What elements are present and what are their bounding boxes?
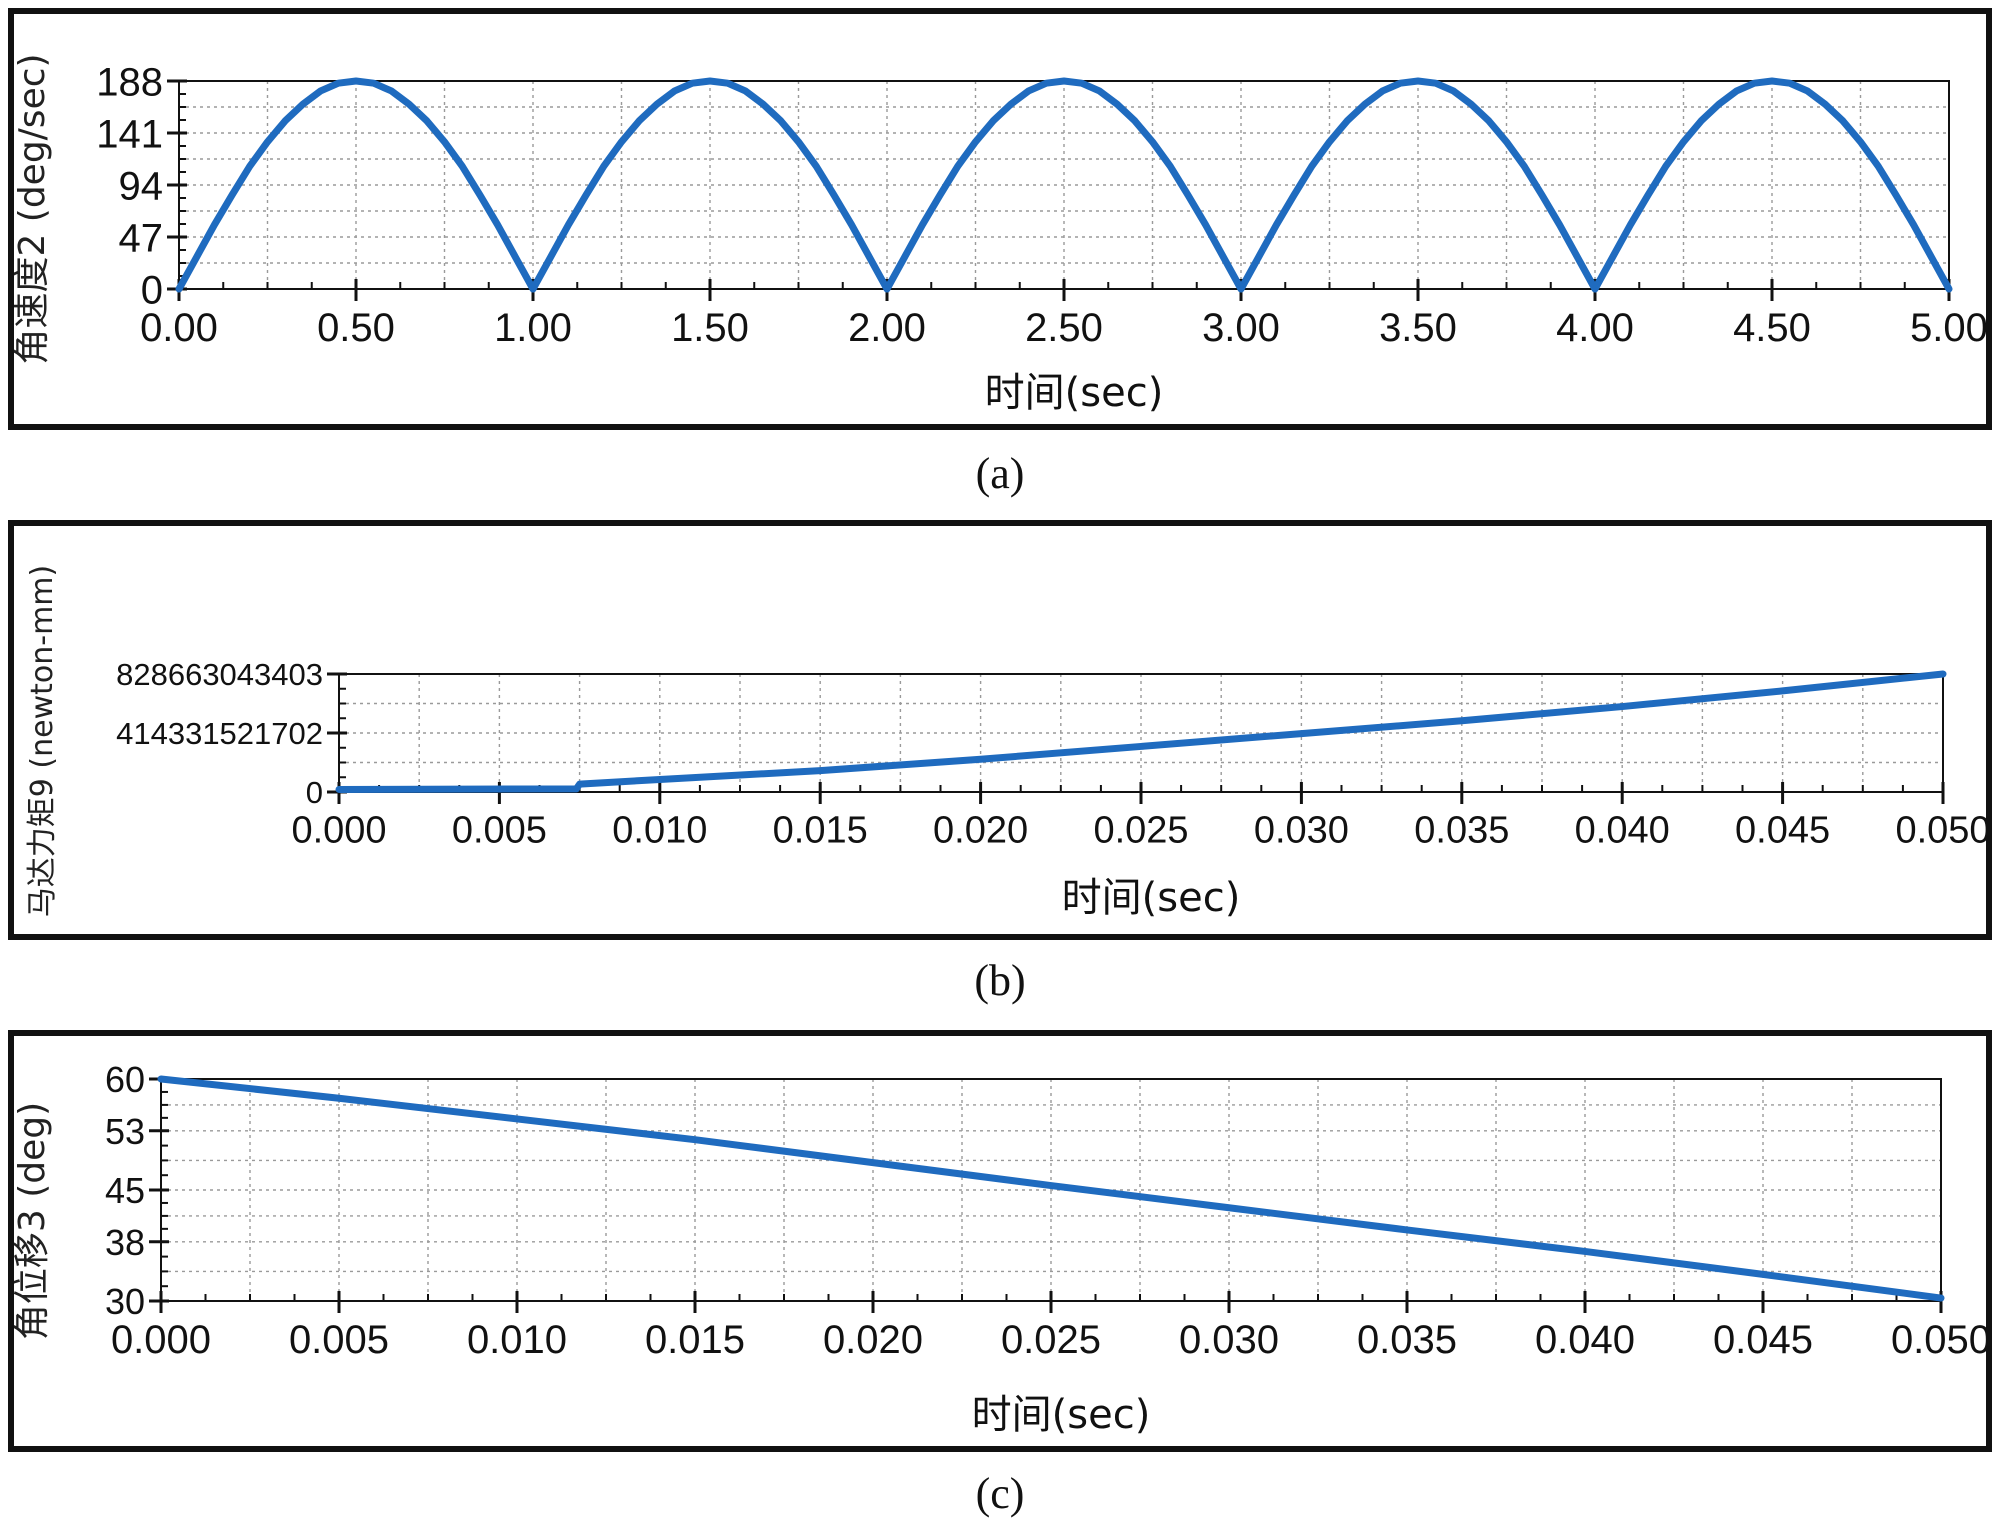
x-tick-label: 0.00 bbox=[140, 306, 218, 350]
chart-svg-b: 0.000 0.005 0.010 0.015 0.020 0.025 0.030 0.035… bbox=[25, 565, 1986, 921]
x-axis: 0.000 0.005 0.010 0.015 0.020 0.025 0.030 0.035… bbox=[111, 1291, 1986, 1362]
caption-b: (b) bbox=[974, 956, 1026, 1005]
y-tick-label: 30 bbox=[105, 1281, 145, 1322]
x-tick-label: 2.50 bbox=[1025, 306, 1103, 350]
x-tick-label: 0.020 bbox=[823, 1318, 923, 1362]
x-tick-label: 0.010 bbox=[612, 809, 707, 851]
x-tick-label: 0.040 bbox=[1575, 809, 1670, 851]
x-tick-label: 0.005 bbox=[289, 1318, 389, 1362]
x-tick-label: 0.000 bbox=[111, 1318, 211, 1362]
y-tick-label: 60 bbox=[105, 1059, 145, 1100]
x-axis: 0.000 0.005 0.010 0.015 0.020 0.025 0.030 0.035… bbox=[291, 782, 1986, 851]
x-tick-label: 0.045 bbox=[1735, 809, 1830, 851]
grid bbox=[161, 1079, 1941, 1301]
y-axis-label: 马达力矩9 (newton-mm) bbox=[25, 565, 60, 917]
caption-a: (a) bbox=[975, 449, 1025, 498]
y-tick-label: 141 bbox=[96, 112, 163, 156]
x-tick-label: 0.030 bbox=[1254, 809, 1349, 851]
x-tick-label: 0.020 bbox=[933, 809, 1028, 851]
y-axis: 0 414331521702 828663043403 bbox=[116, 657, 347, 810]
y-axis-label: 角位移3 (deg) bbox=[14, 1102, 53, 1340]
x-tick-label: 4.00 bbox=[1556, 306, 1634, 350]
x-tick-label: 0.035 bbox=[1357, 1318, 1457, 1362]
series-line bbox=[157, 1075, 1945, 1302]
x-tick-label: 1.50 bbox=[671, 306, 749, 350]
x-tick-label: 0.030 bbox=[1179, 1318, 1279, 1362]
x-tick-label: 0.50 bbox=[317, 306, 395, 350]
x-tick-label: 3.50 bbox=[1379, 306, 1457, 350]
x-tick-label: 0.050 bbox=[1895, 809, 1986, 851]
chart-svg-a: 0.00 0.50 1.00 1.50 2.00 2.50 3.00 3.50 4.00 4.50… bbox=[14, 53, 1986, 416]
y-tick-label: 188 bbox=[96, 60, 163, 104]
chart-panel-a: 0.00 0.50 1.00 1.50 2.00 2.50 3.00 3.50 4.00 4.50… bbox=[8, 8, 1992, 430]
x-tick-label: 0.045 bbox=[1713, 1318, 1813, 1362]
x-tick-label: 0.025 bbox=[1001, 1318, 1101, 1362]
y-tick-label: 0 bbox=[306, 775, 323, 810]
x-tick-label: 4.50 bbox=[1733, 306, 1811, 350]
chart-svg-c: 0.000 0.005 0.010 0.015 0.020 0.025 0.030 0.035… bbox=[14, 1059, 1986, 1438]
y-tick-label: 45 bbox=[105, 1170, 145, 1211]
y-tick-label: 414331521702 bbox=[116, 716, 323, 751]
x-tick-label: 0.005 bbox=[452, 809, 547, 851]
x-tick-label: 0.000 bbox=[291, 809, 386, 851]
y-tick-label: 47 bbox=[119, 216, 164, 260]
chart-panel-c: 0.000 0.005 0.010 0.015 0.020 0.025 0.030 0.035… bbox=[8, 1030, 1992, 1452]
x-tick-label: 0.015 bbox=[773, 809, 868, 851]
x-axis: 0.00 0.50 1.00 1.50 2.00 2.50 3.00 3.50 4.00 4.50… bbox=[140, 279, 1986, 350]
x-tick-label: 0.050 bbox=[1891, 1318, 1986, 1362]
x-axis-label: 时间(sec) bbox=[972, 1392, 1151, 1438]
x-tick-label: 0.015 bbox=[645, 1318, 745, 1362]
x-tick-label: 0.010 bbox=[467, 1318, 567, 1362]
x-tick-label: 0.025 bbox=[1093, 809, 1188, 851]
x-axis-label: 时间(sec) bbox=[985, 370, 1164, 416]
series-line bbox=[175, 77, 1953, 293]
grid bbox=[339, 674, 1943, 792]
chart-panel-b: 0.000 0.005 0.010 0.015 0.020 0.025 0.030 0.035… bbox=[8, 520, 1992, 940]
y-axis: 30 38 45 53 60 bbox=[105, 1059, 169, 1322]
y-tick-label: 94 bbox=[119, 164, 164, 208]
series-line bbox=[335, 670, 1947, 793]
y-tick-label: 0 bbox=[141, 268, 163, 312]
x-tick-label: 1.00 bbox=[494, 306, 572, 350]
x-axis-label: 时间(sec) bbox=[1062, 875, 1241, 921]
y-tick-label: 38 bbox=[105, 1222, 145, 1263]
y-tick-label: 828663043403 bbox=[116, 657, 323, 692]
y-tick-label: 53 bbox=[105, 1111, 145, 1152]
caption-c: (c) bbox=[975, 1469, 1025, 1518]
x-tick-label: 2.00 bbox=[848, 306, 926, 350]
x-tick-label: 0.040 bbox=[1535, 1318, 1635, 1362]
grid bbox=[179, 81, 1949, 289]
x-tick-label: 3.00 bbox=[1202, 306, 1280, 350]
x-tick-label: 0.035 bbox=[1414, 809, 1509, 851]
y-axis-label: 角速度2 (deg/sec) bbox=[14, 53, 53, 364]
y-axis: 0 47 94 141 188 bbox=[96, 60, 187, 312]
x-tick-label: 5.00 bbox=[1910, 306, 1986, 350]
